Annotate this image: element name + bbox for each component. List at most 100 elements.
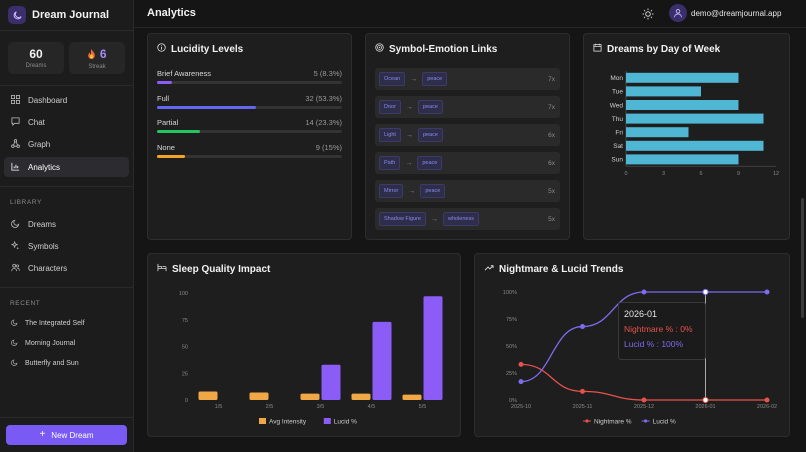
theme-toggle-sun-icon[interactable] <box>642 7 654 25</box>
lucidity-track <box>157 155 342 158</box>
avatar[interactable] <box>669 4 687 22</box>
lucidity-fill <box>157 130 201 133</box>
library-heading: LIBRARY <box>10 199 42 206</box>
dow-tick-label: Mon <box>610 75 623 82</box>
emotion-chip[interactable]: peace <box>420 184 446 198</box>
trend-y-tick: 50% <box>506 344 517 350</box>
emotion-chip[interactable]: peace <box>417 128 443 142</box>
lucid-bar <box>423 296 443 400</box>
symbol-chip[interactable]: Door <box>379 100 401 114</box>
link-count: 5x <box>548 215 555 223</box>
lucidity-row: Partial 14 (23.3%) <box>157 118 342 133</box>
sleep-x-tick: 5/5 <box>419 404 427 410</box>
link-row[interactable]: Light → peace 6x <box>375 124 560 146</box>
nav-characters[interactable]: Characters <box>4 258 129 278</box>
symbol-chip[interactable]: Path <box>379 156 401 170</box>
recent-item[interactable]: Morning Journal <box>4 335 129 351</box>
sleep-y-tick: 0 <box>185 398 188 404</box>
symbol-chip[interactable]: Shadow Figure <box>379 212 426 226</box>
lucidity-fill <box>157 81 173 84</box>
target-icon <box>375 43 389 55</box>
symbol-chip[interactable]: Mirror <box>379 184 404 198</box>
recent-label: The Integrated Self <box>25 319 85 327</box>
nightmare-line <box>520 363 767 401</box>
tooltip-nightmare: Nightmare % : 0% <box>624 324 693 334</box>
sleep-x-tick: 4/5 <box>368 404 376 410</box>
nav-chat[interactable]: Chat <box>4 112 129 132</box>
lucidity-value: 5 (8.3%) <box>313 69 342 78</box>
nav-graph[interactable]: Graph <box>4 134 129 154</box>
trend-x-tick: 2026-01 <box>695 404 715 410</box>
sleep-x-tick: 1/5 <box>215 404 223 410</box>
nav-dashboard[interactable]: Dashboard <box>4 90 129 110</box>
moon-icon <box>11 319 25 328</box>
sleep-y-tick: 75 <box>182 318 188 324</box>
emotion-chip[interactable]: peace <box>417 156 443 170</box>
trends-card: Nightmare & Lucid Trends 0% 25% 50% 75% 100%… <box>474 253 790 437</box>
link-count: 6x <box>548 131 555 139</box>
link-count: 7x <box>548 75 555 83</box>
nav-label: Dashboard <box>28 95 68 105</box>
scrollbar[interactable] <box>801 198 804 318</box>
legend-label: Lucid % <box>653 418 676 425</box>
link-row[interactable]: Shadow Figure → wholeness 5x <box>375 208 560 230</box>
lucidity-value: 14 (23.3%) <box>305 118 342 127</box>
lucidity-card: Lucidity Levels Brief Awareness 5 (8.3%) … <box>147 33 352 240</box>
emotion-chip[interactable]: wholeness <box>443 212 479 226</box>
symbol-chip[interactable]: Light <box>379 128 401 142</box>
new-dream-button[interactable]: + New Dream <box>6 425 127 445</box>
lucidity-track <box>157 106 342 109</box>
lucidity-label: None <box>157 143 175 152</box>
user-email[interactable]: demo@dreamjournal.app <box>691 9 782 18</box>
tooltip-lucid: Lucid % : 100% <box>624 339 684 349</box>
sleep-quality-card: Sleep Quality Impact 0 25 50 75 100 1/5 2/5 3/5… <box>147 253 461 437</box>
sleep-y-tick: 25 <box>182 371 188 377</box>
brand[interactable]: Dream Journal <box>8 5 109 25</box>
recent-item[interactable]: Butterfly and Sun <box>4 355 129 371</box>
arrow-right-icon: → <box>405 103 413 111</box>
link-row[interactable]: Ocean → peace 7x <box>375 68 560 90</box>
sleep-y-tick: 50 <box>182 345 188 351</box>
lucidity-title: Lucidity Levels <box>171 43 244 55</box>
dow-bar <box>626 72 739 83</box>
nav-label: Analytics <box>28 162 61 172</box>
emotion-chip[interactable]: peace <box>417 100 443 114</box>
tooltip-label: 2026-01 <box>624 309 658 319</box>
dow-x-tick: 12 <box>773 171 779 177</box>
nav-symbols[interactable]: Symbols <box>4 236 129 256</box>
lucidity-value: 32 (53.3%) <box>305 94 342 103</box>
dow-tick-label: Fri <box>615 130 623 137</box>
dow-tick-label: Thu <box>612 116 624 123</box>
lucidity-row: None 9 (15%) <box>157 143 342 158</box>
dow-bar <box>626 154 739 165</box>
nav-analytics[interactable]: Analytics <box>4 157 129 177</box>
legend-label: Nightmare % <box>594 418 632 425</box>
dow-bar <box>626 86 701 97</box>
link-row[interactable]: Mirror → peace 5x <box>375 180 560 202</box>
link-row[interactable]: Door → peace 7x <box>375 96 560 118</box>
trend-y-tick: 25% <box>506 371 517 377</box>
trend-y-tick: 0% <box>509 398 517 404</box>
emotion-chip[interactable]: peace <box>422 72 448 86</box>
symbol-chip[interactable]: Ocean <box>379 72 406 86</box>
lucidity-value: 9 (15%) <box>315 143 342 152</box>
lucidity-label: Partial <box>157 118 179 127</box>
lucidity-track <box>157 130 342 133</box>
trend-point <box>641 397 647 403</box>
intensity-bar <box>249 392 269 400</box>
link-count: 6x <box>548 159 555 167</box>
lucidity-fill <box>157 155 185 158</box>
trend-chart: 0% 25% 50% 75% 100% 2025-10 2025-11 2025-12 2026… <box>503 288 777 425</box>
dow-tick-label: Sat <box>613 143 623 150</box>
trend-y-tick: 100% <box>503 290 517 296</box>
recent-item[interactable]: The Integrated Self <box>4 315 129 331</box>
chart-tooltip: 2026-01 Nightmare % : 0% Lucid % : 100% <box>618 302 706 360</box>
legend-marker <box>644 419 648 423</box>
link-row[interactable]: Path → peace 6x <box>375 152 560 174</box>
symbol-emotion-card: Symbol-Emotion Links Ocean → peace 7x Door →… <box>365 33 570 240</box>
sleep-title: Sleep Quality Impact <box>172 263 271 275</box>
trend-point <box>702 288 709 296</box>
nav-dreams[interactable]: Dreams <box>4 214 129 234</box>
nav-label: Symbols <box>28 241 59 251</box>
recent-label: Morning Journal <box>25 339 76 347</box>
